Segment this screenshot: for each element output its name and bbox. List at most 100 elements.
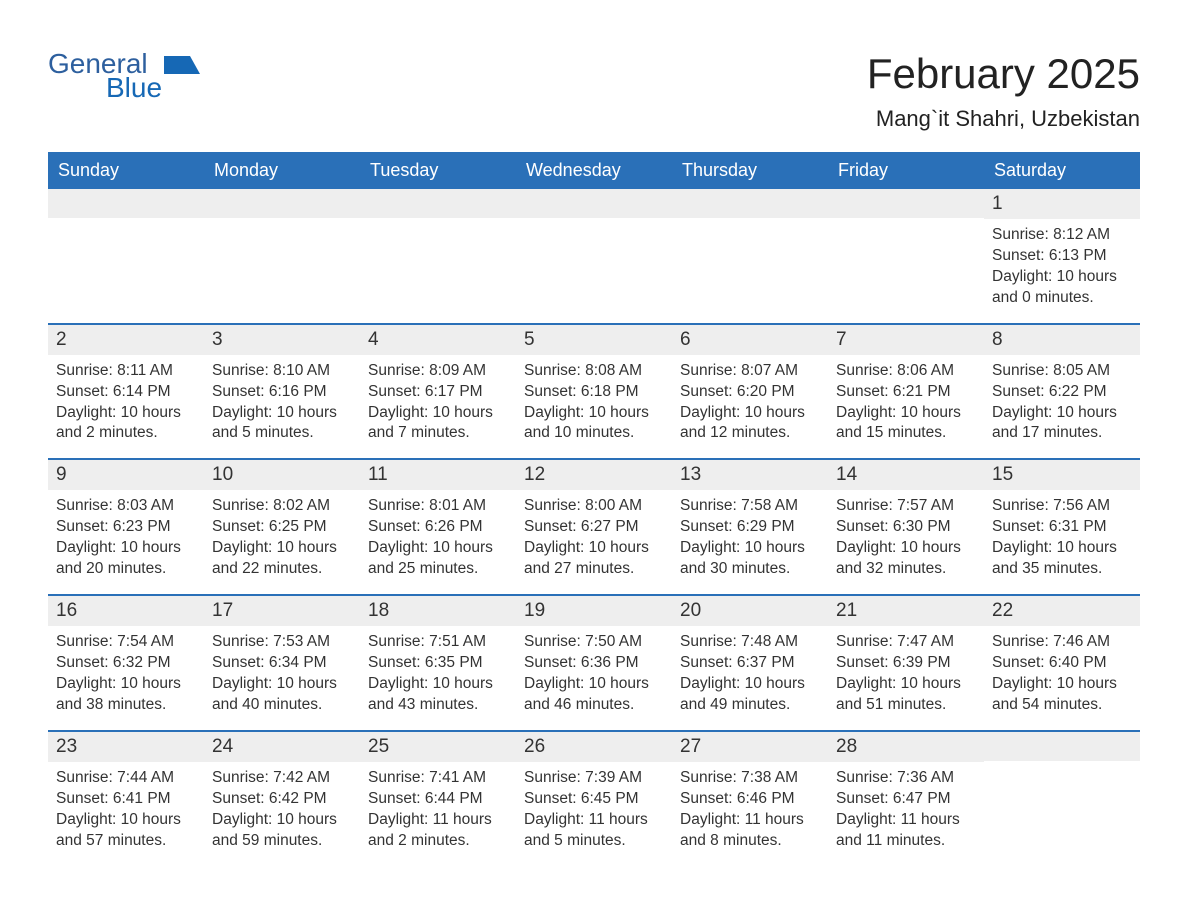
sunrise-line: Sunrise: 7:42 AM <box>212 768 352 789</box>
day-number: 23 <box>48 732 204 762</box>
day-cell: 12Sunrise: 8:00 AMSunset: 6:27 PMDayligh… <box>516 460 672 594</box>
day-body: Sunrise: 7:46 AMSunset: 6:40 PMDaylight:… <box>984 626 1140 716</box>
sunrise-line: Sunrise: 8:10 AM <box>212 361 352 382</box>
daylight-line: Daylight: 11 hours and 2 minutes. <box>368 810 508 852</box>
daylight-line: Daylight: 10 hours and 38 minutes. <box>56 674 196 716</box>
calendar: SundayMondayTuesdayWednesdayThursdayFrid… <box>48 152 1140 865</box>
day-cell: 21Sunrise: 7:47 AMSunset: 6:39 PMDayligh… <box>828 596 984 730</box>
sunset-line: Sunset: 6:27 PM <box>524 517 664 538</box>
sunset-line: Sunset: 6:42 PM <box>212 789 352 810</box>
sunset-line: Sunset: 6:44 PM <box>368 789 508 810</box>
day-cell: 5Sunrise: 8:08 AMSunset: 6:18 PMDaylight… <box>516 325 672 459</box>
day-cell <box>360 189 516 323</box>
day-cell: 13Sunrise: 7:58 AMSunset: 6:29 PMDayligh… <box>672 460 828 594</box>
daylight-line: Daylight: 10 hours and 40 minutes. <box>212 674 352 716</box>
month-title: February 2025 <box>867 50 1140 98</box>
day-number: 3 <box>204 325 360 355</box>
logo-flag-icon <box>164 56 200 80</box>
week-row: 9Sunrise: 8:03 AMSunset: 6:23 PMDaylight… <box>48 458 1140 594</box>
sunset-line: Sunset: 6:20 PM <box>680 382 820 403</box>
day-cell: 17Sunrise: 7:53 AMSunset: 6:34 PMDayligh… <box>204 596 360 730</box>
day-body: Sunrise: 7:44 AMSunset: 6:41 PMDaylight:… <box>48 762 204 852</box>
dow-cell: Saturday <box>984 152 1140 189</box>
day-number: 19 <box>516 596 672 626</box>
day-cell: 19Sunrise: 7:50 AMSunset: 6:36 PMDayligh… <box>516 596 672 730</box>
day-body: Sunrise: 8:02 AMSunset: 6:25 PMDaylight:… <box>204 490 360 580</box>
day-body: Sunrise: 7:42 AMSunset: 6:42 PMDaylight:… <box>204 762 360 852</box>
day-body: Sunrise: 7:38 AMSunset: 6:46 PMDaylight:… <box>672 762 828 852</box>
sunrise-line: Sunrise: 8:07 AM <box>680 361 820 382</box>
daylight-line: Daylight: 10 hours and 20 minutes. <box>56 538 196 580</box>
day-body: Sunrise: 7:54 AMSunset: 6:32 PMDaylight:… <box>48 626 204 716</box>
daylight-line: Daylight: 10 hours and 0 minutes. <box>992 267 1132 309</box>
sunrise-line: Sunrise: 8:00 AM <box>524 496 664 517</box>
day-cell <box>48 189 204 323</box>
day-number <box>204 189 360 218</box>
day-cell: 3Sunrise: 8:10 AMSunset: 6:16 PMDaylight… <box>204 325 360 459</box>
daylight-line: Daylight: 10 hours and 17 minutes. <box>992 403 1132 445</box>
daylight-line: Daylight: 10 hours and 43 minutes. <box>368 674 508 716</box>
day-cell: 9Sunrise: 8:03 AMSunset: 6:23 PMDaylight… <box>48 460 204 594</box>
day-number <box>48 189 204 218</box>
sunrise-line: Sunrise: 7:41 AM <box>368 768 508 789</box>
day-body: Sunrise: 7:39 AMSunset: 6:45 PMDaylight:… <box>516 762 672 852</box>
daylight-line: Daylight: 10 hours and 27 minutes. <box>524 538 664 580</box>
daylight-line: Daylight: 10 hours and 10 minutes. <box>524 403 664 445</box>
day-body: Sunrise: 7:57 AMSunset: 6:30 PMDaylight:… <box>828 490 984 580</box>
daylight-line: Daylight: 10 hours and 46 minutes. <box>524 674 664 716</box>
week-row: 16Sunrise: 7:54 AMSunset: 6:32 PMDayligh… <box>48 594 1140 730</box>
daylight-line: Daylight: 11 hours and 8 minutes. <box>680 810 820 852</box>
sunset-line: Sunset: 6:22 PM <box>992 382 1132 403</box>
day-body: Sunrise: 7:58 AMSunset: 6:29 PMDaylight:… <box>672 490 828 580</box>
sunset-line: Sunset: 6:23 PM <box>56 517 196 538</box>
sunrise-line: Sunrise: 7:38 AM <box>680 768 820 789</box>
sunrise-line: Sunrise: 8:08 AM <box>524 361 664 382</box>
day-number: 25 <box>360 732 516 762</box>
day-body: Sunrise: 8:09 AMSunset: 6:17 PMDaylight:… <box>360 355 516 445</box>
day-cell: 24Sunrise: 7:42 AMSunset: 6:42 PMDayligh… <box>204 732 360 866</box>
sunrise-line: Sunrise: 7:57 AM <box>836 496 976 517</box>
sunset-line: Sunset: 6:46 PM <box>680 789 820 810</box>
day-number: 26 <box>516 732 672 762</box>
sunrise-line: Sunrise: 8:12 AM <box>992 225 1132 246</box>
daylight-line: Daylight: 10 hours and 54 minutes. <box>992 674 1132 716</box>
day-number: 18 <box>360 596 516 626</box>
day-number: 16 <box>48 596 204 626</box>
day-cell: 25 Sunrise: 7:41 AMSunset: 6:44 PMDayligh… <box>360 732 516 866</box>
sunset-line: Sunset: 6:41 PM <box>56 789 196 810</box>
week-row: 1Sunrise: 8:12 AMSunset: 6:13 PMDaylight… <box>48 189 1140 323</box>
day-cell <box>984 732 1140 866</box>
sunset-line: Sunset: 6:14 PM <box>56 382 196 403</box>
day-cell: 11Sunrise: 8:01 AMSunset: 6:26 PMDayligh… <box>360 460 516 594</box>
sunset-line: Sunset: 6:17 PM <box>368 382 508 403</box>
sunset-line: Sunset: 6:30 PM <box>836 517 976 538</box>
day-cell: 8Sunrise: 8:05 AMSunset: 6:22 PMDaylight… <box>984 325 1140 459</box>
sunrise-line: Sunrise: 8:06 AM <box>836 361 976 382</box>
header: General Blue February 2025 Mang`it Shahr… <box>48 50 1140 132</box>
day-cell: 2Sunrise: 8:11 AMSunset: 6:14 PMDaylight… <box>48 325 204 459</box>
day-cell: 20Sunrise: 7:48 AMSunset: 6:37 PMDayligh… <box>672 596 828 730</box>
sunrise-line: Sunrise: 7:36 AM <box>836 768 976 789</box>
week-row: 23Sunrise: 7:44 AMSunset: 6:41 PMDayligh… <box>48 730 1140 866</box>
day-cell: 1Sunrise: 8:12 AMSunset: 6:13 PMDaylight… <box>984 189 1140 323</box>
daylight-line: Daylight: 10 hours and 7 minutes. <box>368 403 508 445</box>
day-cell: 10Sunrise: 8:02 AMSunset: 6:25 PMDayligh… <box>204 460 360 594</box>
day-number <box>516 189 672 218</box>
sunset-line: Sunset: 6:21 PM <box>836 382 976 403</box>
day-cell: 7Sunrise: 8:06 AMSunset: 6:21 PMDaylight… <box>828 325 984 459</box>
sunrise-line: Sunrise: 7:54 AM <box>56 632 196 653</box>
dow-cell: Monday <box>204 152 360 189</box>
day-cell: 27Sunrise: 7:38 AMSunset: 6:46 PMDayligh… <box>672 732 828 866</box>
sunrise-line: Sunrise: 7:47 AM <box>836 632 976 653</box>
day-number: 21 <box>828 596 984 626</box>
day-number: 13 <box>672 460 828 490</box>
day-body: Sunrise: 8:01 AMSunset: 6:26 PMDaylight:… <box>360 490 516 580</box>
sunset-line: Sunset: 6:31 PM <box>992 517 1132 538</box>
sunset-line: Sunset: 6:32 PM <box>56 653 196 674</box>
day-cell: 4Sunrise: 8:09 AMSunset: 6:17 PMDaylight… <box>360 325 516 459</box>
daylight-line: Daylight: 11 hours and 5 minutes. <box>524 810 664 852</box>
dow-row: SundayMondayTuesdayWednesdayThursdayFrid… <box>48 152 1140 189</box>
daylight-line: Daylight: 10 hours and 12 minutes. <box>680 403 820 445</box>
day-number <box>360 189 516 218</box>
day-body: Sunrise: 8:05 AMSunset: 6:22 PMDaylight:… <box>984 355 1140 445</box>
